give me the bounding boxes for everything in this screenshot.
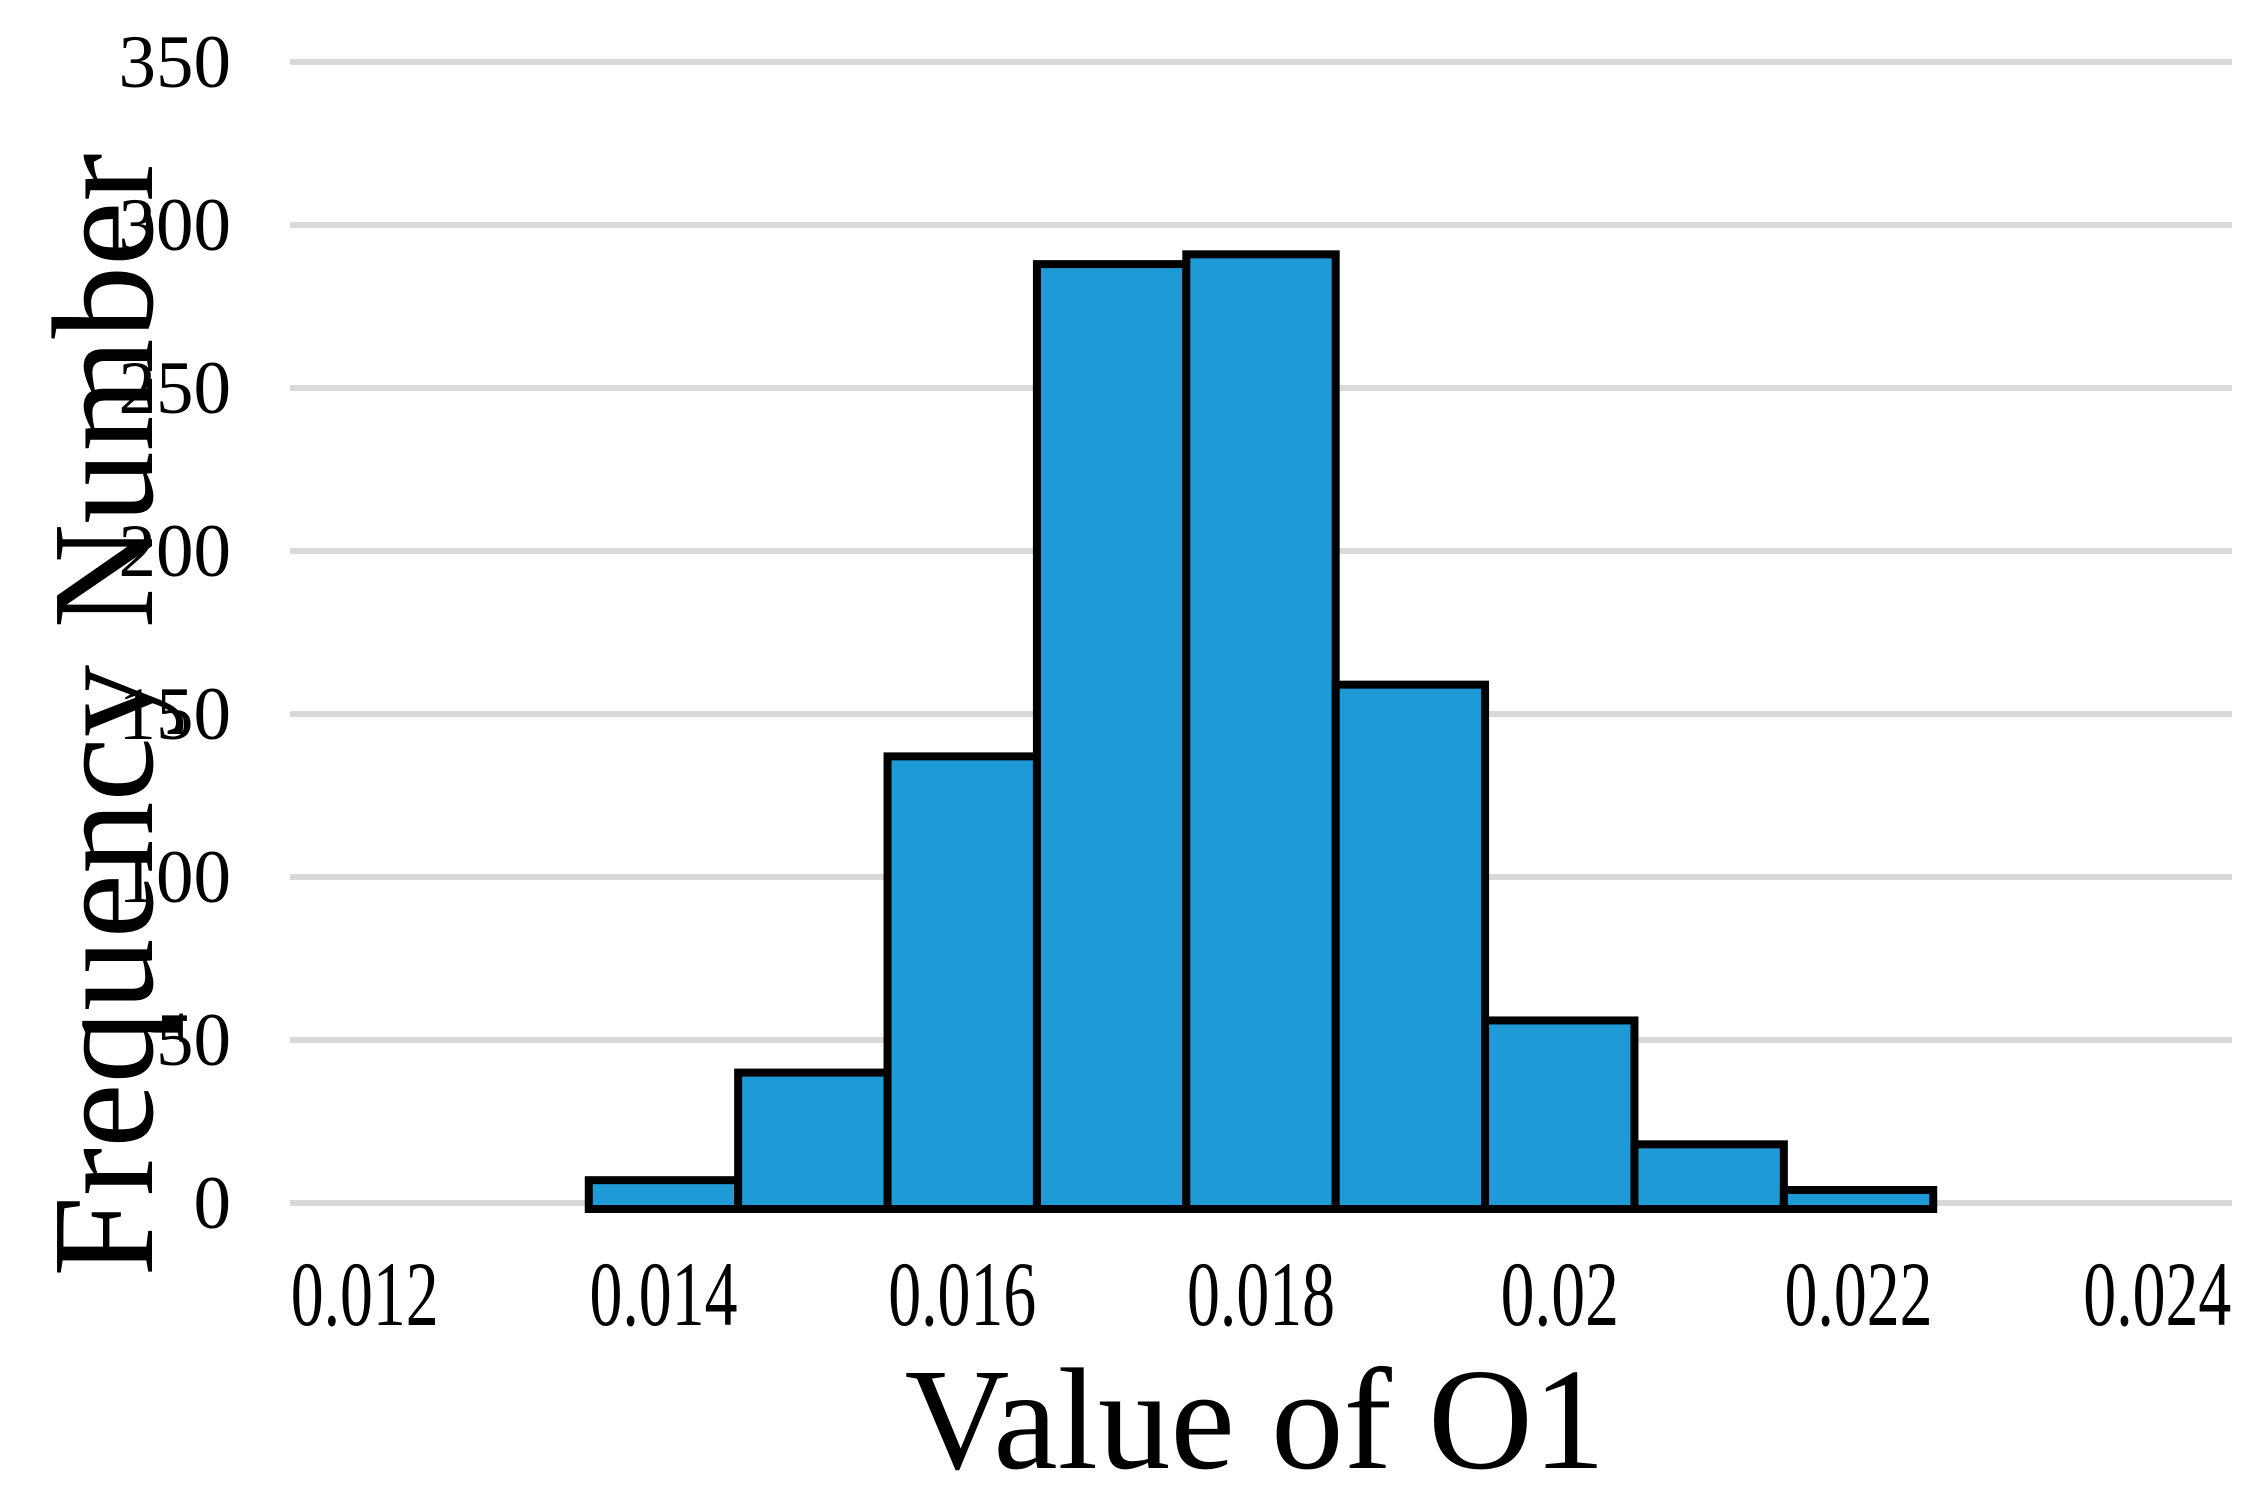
x-tick-label: 0.016	[888, 1243, 1036, 1345]
x-tick-label: 0.024	[2083, 1243, 2231, 1345]
histogram-bar	[584, 1176, 743, 1214]
histogram-bar	[1032, 260, 1191, 1213]
y-tick-label: 350	[119, 21, 232, 104]
x-tick-label: 0.018	[1187, 1243, 1335, 1345]
histogram-bar	[1182, 250, 1340, 1213]
histogram-bar	[1481, 1016, 1639, 1213]
x-tick-label: 0.022	[1785, 1243, 1933, 1345]
y-tick-label: 250	[119, 347, 232, 430]
x-axis-title: Value of O1	[905, 1340, 1606, 1497]
x-tick-label: 0.014	[589, 1243, 737, 1345]
histogram-bar	[1630, 1140, 1788, 1213]
y-tick-label: 200	[119, 510, 232, 593]
x-tick-label: 0.02	[1501, 1243, 1619, 1345]
histogram-bar	[734, 1068, 892, 1213]
y-tick-label: 100	[119, 836, 232, 919]
y-tick-label: 300	[119, 184, 232, 267]
y-axis-title: Frequency Number	[24, 153, 184, 1276]
y-axis-tick-labels: 0 50 100 150 200 250 300 350	[119, 21, 232, 1245]
x-tick-label: 0.012	[291, 1243, 439, 1345]
y-tick-label: 150	[119, 673, 232, 756]
histogram-bar	[1779, 1185, 1938, 1213]
y-tick-label: 50	[156, 999, 231, 1082]
histogram-bar	[1331, 680, 1490, 1213]
y-tick-label: 0	[194, 1162, 232, 1245]
histogram-bar	[883, 752, 1041, 1213]
x-axis-tick-labels: 0.012 0.014 0.016 0.018 0.02 0.022 0.024	[291, 1243, 2232, 1345]
histogram-bars	[584, 250, 1938, 1214]
